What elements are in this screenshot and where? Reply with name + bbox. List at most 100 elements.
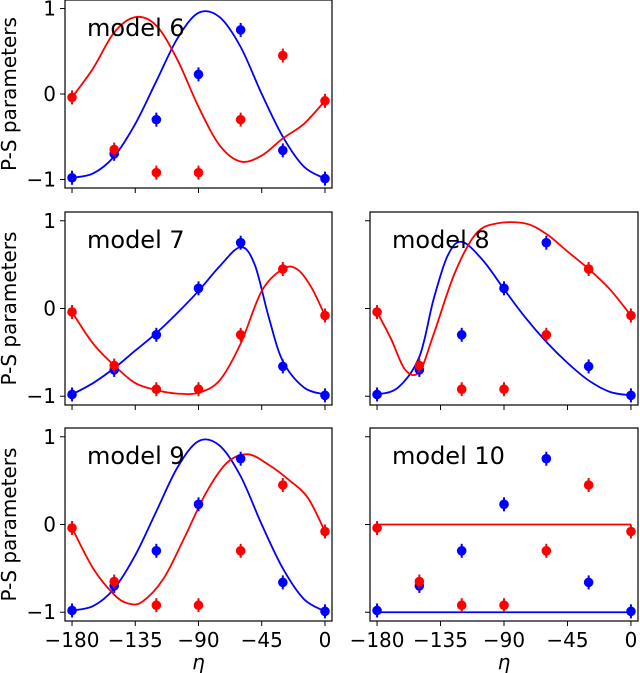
x-axis-label: η [192, 650, 205, 673]
data-point-blue [499, 281, 509, 296]
data-point-blue [151, 112, 162, 127]
data-point-red [320, 524, 330, 539]
data-point-blue [278, 143, 288, 158]
data-point-red [372, 305, 382, 320]
model-label: model 10 [392, 442, 505, 470]
panel-3: model 8 [365, 211, 639, 410]
data-point-red [193, 382, 204, 397]
data-point-red [414, 574, 425, 589]
data-point-red [372, 521, 382, 536]
data-point-red [278, 48, 288, 63]
data-point-blue [235, 235, 246, 250]
data-point-blue [372, 387, 382, 402]
x-tick-label: −180 [350, 628, 405, 652]
x-tick-label: −45 [241, 628, 283, 652]
data-point-blue [320, 604, 330, 619]
panel-4: −180 −135 −90 −45 0 −1 0 1 P-S parameters η model … [0, 425, 333, 673]
data-point-red [320, 308, 330, 323]
y-tick-label: 1 [43, 425, 56, 449]
x-tick-label: −90 [483, 628, 525, 652]
data-point-red [151, 598, 162, 613]
x-tick-label: −135 [413, 628, 468, 652]
data-point-red [193, 598, 204, 613]
fit-curve-red [71, 453, 326, 606]
x-tick-label: −180 [45, 628, 100, 652]
data-point-red [278, 478, 288, 493]
data-point-red [499, 598, 509, 613]
data-point-blue [278, 575, 288, 590]
data-point-red [456, 382, 467, 397]
data-point-blue [320, 388, 330, 403]
data-point-red [456, 598, 467, 613]
data-point-blue [541, 451, 552, 466]
data-point-blue [583, 359, 594, 374]
data-point-blue [67, 603, 77, 618]
data-point-red [193, 165, 204, 180]
data-point-blue [67, 170, 77, 185]
y-tick-label: −1 [27, 167, 56, 191]
x-tick-label: −45 [546, 628, 588, 652]
panel-2: −1 0 1 P-S parameters model 7 [0, 209, 333, 410]
data-point-blue [626, 604, 636, 619]
data-point-red [626, 524, 636, 539]
y-axis-label: P-S parameters [0, 448, 21, 602]
data-point-red [626, 308, 636, 323]
data-point-red [235, 327, 246, 342]
y-tick-label: 0 [43, 513, 56, 537]
data-point-blue [151, 327, 162, 342]
data-point-red [499, 382, 509, 397]
data-point-blue [151, 543, 162, 558]
data-point-red [235, 543, 246, 558]
fit-curve-red [71, 15, 326, 163]
panel-1: −1 0 1 P-S parameters model 6 [0, 0, 333, 193]
y-tick-label: 1 [43, 0, 56, 21]
x-tick-label: −90 [177, 628, 219, 652]
panel-5: −180 −135 −90 −45 0 η model 10 [350, 427, 639, 673]
data-point-red [109, 574, 119, 589]
x-tick-label: 0 [625, 628, 638, 652]
data-point-blue [583, 575, 594, 590]
model-label: model 9 [87, 442, 185, 470]
data-point-blue [67, 387, 77, 402]
y-tick-label: 0 [43, 297, 56, 321]
model-label: model 8 [392, 226, 490, 254]
data-point-red [235, 112, 246, 127]
data-point-blue [499, 497, 509, 512]
model-label: model 7 [87, 226, 185, 254]
data-point-blue [372, 603, 382, 618]
y-tick-label: −1 [27, 384, 56, 408]
y-axis-label: P-S parameters [0, 232, 21, 386]
data-point-blue [626, 388, 636, 403]
data-point-blue [456, 327, 467, 342]
data-point-blue [456, 543, 467, 558]
data-point-red [67, 305, 77, 320]
data-point-blue [235, 22, 246, 37]
data-point-red [278, 262, 288, 277]
data-point-red [541, 543, 552, 558]
data-point-blue [193, 281, 204, 296]
y-tick-label: −1 [27, 600, 56, 624]
data-point-red [320, 93, 330, 108]
data-point-blue [235, 451, 246, 466]
data-point-red [67, 90, 77, 105]
data-point-red [583, 262, 594, 277]
x-axis-label: η [498, 650, 511, 673]
data-point-blue [193, 497, 204, 512]
data-point-red [151, 382, 162, 397]
fit-curve-blue [376, 240, 632, 397]
data-point-blue [193, 67, 204, 82]
data-point-red [109, 358, 119, 373]
data-point-red [541, 327, 552, 342]
data-point-blue [320, 171, 330, 186]
data-point-red [414, 358, 425, 373]
y-tick-label: 0 [43, 82, 56, 106]
data-point-red [109, 142, 119, 157]
model-label: model 6 [87, 14, 185, 42]
data-point-red [583, 478, 594, 493]
y-axis-label: P-S parameters [0, 17, 21, 171]
data-point-red [67, 521, 77, 536]
data-point-red [151, 165, 162, 180]
data-point-blue [541, 235, 552, 250]
x-tick-label: −135 [108, 628, 163, 652]
